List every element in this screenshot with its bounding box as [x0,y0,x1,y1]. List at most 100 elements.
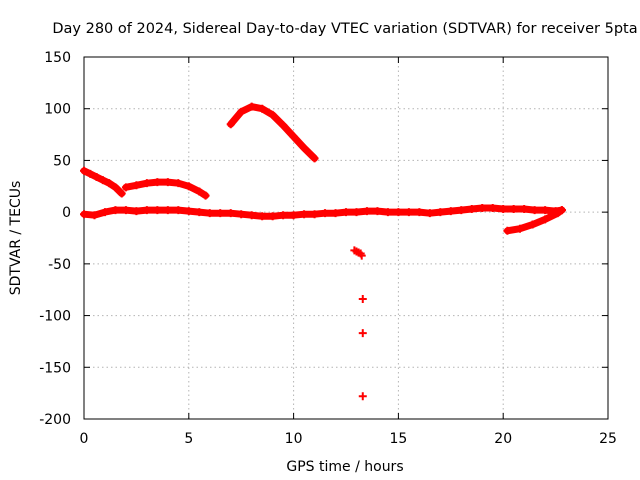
data-point [541,215,550,224]
data-point [142,206,151,215]
data-point [467,205,476,214]
grid-lines [84,57,608,419]
data-point [174,206,183,215]
y-tick-label: 0 [62,205,71,221]
data-point [446,207,455,216]
data-point [357,251,366,260]
data-point [86,169,95,178]
data-point [541,206,550,215]
data-point [111,206,120,215]
data-point [415,208,424,217]
data-point [90,211,99,220]
data-point [404,208,413,217]
data-point [117,189,126,198]
data-point [457,206,466,215]
data-point [279,211,288,220]
series-hump-2-6-h [121,178,210,200]
data-point [237,107,246,116]
data-point [111,183,120,192]
data-point [205,209,214,218]
data-point [80,166,88,175]
data-point [105,179,114,188]
data-point [488,204,497,213]
series-early-descending-arc [80,166,126,198]
data-point [279,121,288,130]
y-tick-label: 50 [53,153,71,169]
data-point [425,209,434,218]
series-isolated-points-13-h [350,246,367,401]
data-point [530,206,539,215]
data-point [362,207,371,216]
data-point [553,209,562,218]
series-near-zero-trace [80,204,566,221]
data-point [247,211,256,220]
data-point [247,102,256,111]
data-point [321,209,330,218]
x-axis-label: GPS time / hours [286,459,403,475]
data-point [515,224,524,233]
y-tick-label: -150 [39,360,71,376]
x-tick-label: 10 [285,431,303,447]
data-point [352,208,361,217]
data-point [226,120,235,129]
data-point [520,205,529,214]
data-point [121,183,130,192]
data-point [331,209,340,218]
data-point [342,208,350,217]
data-points [80,102,566,401]
data-point [310,210,319,219]
series-high-arc-7-11-h [226,102,319,163]
data-point [132,181,141,190]
data-point [258,104,267,113]
chart-title: Day 280 of 2024, Sidereal Day-to-day VTE… [52,21,637,37]
y-axis-ticks: -200 -150 -100 -50 0 50 100 150 [39,50,608,428]
y-tick-label: 100 [44,102,71,118]
data-point [174,179,183,188]
x-tick-label: 20 [494,431,512,447]
x-tick-label: 5 [184,431,193,447]
data-point [216,209,225,218]
x-tick-label: 15 [389,431,407,447]
y-tick-label: 150 [44,50,71,66]
data-point [153,206,162,215]
data-point [478,204,487,213]
data-point [503,226,512,235]
data-point [237,210,246,219]
data-point [268,212,277,221]
data-point [300,210,309,219]
series-trace [122,178,210,200]
data-point [394,208,403,217]
data-point [142,179,151,188]
data-point [100,208,109,217]
data-point [289,211,298,220]
series-rising-segment-20-23-h [503,206,566,235]
data-point [358,295,367,304]
data-point [499,205,508,214]
data-point [310,154,319,163]
y-tick-label: -50 [48,257,71,273]
data-point [80,210,88,219]
data-point [184,182,193,191]
data-point [258,212,267,221]
data-point [509,205,518,214]
data-point [226,209,235,218]
y-tick-label: -100 [39,309,71,325]
data-point [163,178,172,187]
data-point [184,207,193,216]
data-point [358,392,367,401]
data-point [268,110,277,119]
data-point [163,206,172,215]
x-axis-ticks: 0 5 10 15 20 25 [80,57,617,447]
data-point [300,144,309,153]
data-point [195,208,204,217]
data-point [121,206,130,215]
data-point [373,207,382,216]
y-tick-label: -200 [39,412,71,428]
plot-frame [83,56,609,420]
data-point [195,187,204,196]
data-point [98,176,107,185]
data-point [528,220,537,229]
data-point [153,178,162,187]
x-tick-label: 0 [80,431,89,447]
